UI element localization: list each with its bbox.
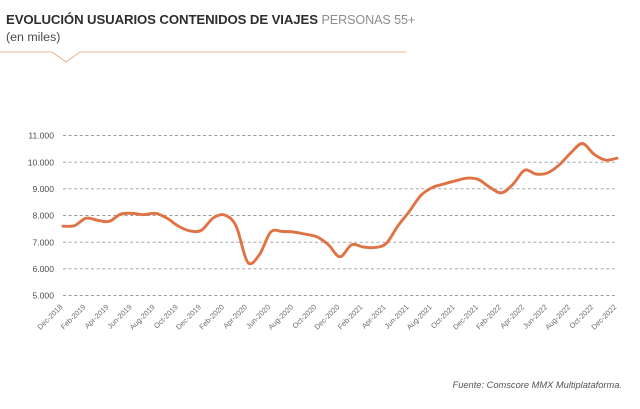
x-axis-tick-label: Aug-2020 bbox=[266, 303, 295, 332]
x-axis-tick-label: Aug-2021 bbox=[405, 303, 434, 332]
x-axis-tick-label: Dec-2022 bbox=[589, 303, 618, 332]
gridlines bbox=[63, 135, 617, 296]
x-axis-tick-label: Aug-2022 bbox=[543, 303, 572, 332]
y-axis-tick-label: 10.000 bbox=[28, 157, 55, 167]
page-title-unit: (en miles) bbox=[6, 30, 61, 44]
x-axis-tick-label: Aug-2019 bbox=[128, 303, 157, 332]
x-axis-labels: Dec-2018Feb-2019Apr-2019Jun-2019Aug-2019… bbox=[35, 303, 618, 332]
x-axis-tick-label: Feb-2022 bbox=[474, 303, 503, 332]
y-axis-tick-label: 8.000 bbox=[32, 211, 54, 221]
y-axis-tick-label: 11.000 bbox=[28, 131, 54, 141]
y-axis-tick-label: 5.000 bbox=[32, 291, 54, 301]
source-note: Fuente: Comscore MMX Multiplataforma. bbox=[452, 380, 622, 390]
x-axis-tick-label: Feb-2020 bbox=[197, 303, 226, 332]
y-axis-tick-label: 6.000 bbox=[32, 264, 54, 274]
x-axis-tick-label: Feb-2019 bbox=[59, 303, 88, 332]
title-divider bbox=[0, 48, 410, 64]
y-axis-tick-label: 7.000 bbox=[32, 237, 54, 247]
page-title-segment: PERSONAS 55+ bbox=[321, 13, 416, 27]
data-series-line bbox=[61, 142, 619, 266]
chart-header: EVOLUCIÓN USUARIOS CONTENIDOS DE VIAJES … bbox=[6, 12, 634, 46]
page-title: EVOLUCIÓN USUARIOS CONTENIDOS DE VIAJES … bbox=[6, 12, 634, 28]
title-divider-shape bbox=[0, 51, 406, 63]
page-title-main: EVOLUCIÓN USUARIOS CONTENIDOS DE VIAJES bbox=[6, 12, 318, 27]
y-axis-tick-label: 9.000 bbox=[32, 184, 54, 194]
y-axis-labels: 11.000 10.000 9.000 8.000 7.000 6.000 5.000 bbox=[28, 131, 55, 301]
x-axis-tick-label: Feb-2021 bbox=[336, 303, 365, 332]
